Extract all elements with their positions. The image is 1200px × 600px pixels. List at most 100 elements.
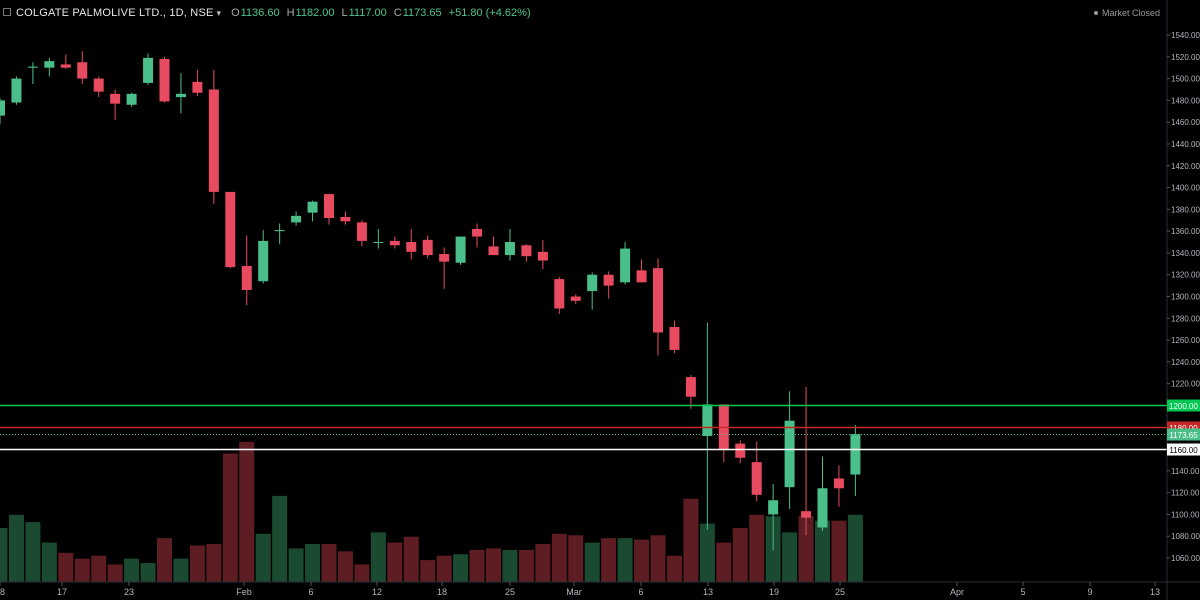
volume-bar xyxy=(699,523,715,582)
candle-body xyxy=(587,274,598,292)
candle-body xyxy=(307,201,318,213)
candle-body xyxy=(833,478,844,489)
volume-bar xyxy=(584,542,600,582)
chevron-down-icon[interactable]: ▾ xyxy=(216,7,222,18)
candle-body xyxy=(702,404,713,436)
volume-bar xyxy=(91,555,107,582)
time-tick-label: 6 xyxy=(308,587,313,597)
price-tick-label: 1140.00 xyxy=(1171,467,1200,476)
candlesticks xyxy=(0,51,861,551)
time-tick-label: 12 xyxy=(372,587,382,597)
volume-bar xyxy=(305,544,321,582)
price-tick-label: 1520.00 xyxy=(1171,53,1200,62)
high-value: 1182.00 xyxy=(295,7,335,19)
volume-bar xyxy=(518,549,534,582)
price-tick-label: 1360.00 xyxy=(1171,227,1200,236)
candle-body xyxy=(110,93,121,104)
low-label: L xyxy=(341,7,348,19)
volume-bar xyxy=(222,453,238,582)
candle-body xyxy=(521,245,532,257)
volume-bar xyxy=(815,520,830,582)
level-price-label: 1200.00 xyxy=(1169,402,1198,411)
volume-bar xyxy=(716,542,732,582)
candle-body xyxy=(11,78,22,103)
volume-bar xyxy=(420,560,436,582)
market-status-text: Market Closed xyxy=(1101,8,1160,18)
candle-body xyxy=(159,58,170,102)
volume-bar xyxy=(666,555,682,582)
candle-body xyxy=(455,236,466,263)
high-label: H xyxy=(286,7,295,19)
volume-bar xyxy=(486,548,501,582)
volume-bar xyxy=(189,545,205,582)
time-tick-label: 19 xyxy=(769,587,779,597)
volume-bar xyxy=(272,495,288,582)
price-tick-label: 1080.00 xyxy=(1171,532,1200,541)
time-tick-label: 13 xyxy=(1150,587,1160,597)
candle-body xyxy=(735,443,746,458)
price-tick-label: 1540.00 xyxy=(1171,31,1200,40)
candle-body xyxy=(603,274,614,286)
last-price-tag xyxy=(1167,428,1200,441)
open-label: O xyxy=(231,7,240,19)
candle-body xyxy=(44,61,55,68)
candle-body xyxy=(27,66,38,68)
horizontal-levels xyxy=(0,404,1167,451)
candle-body xyxy=(422,239,433,256)
candle-body xyxy=(0,100,5,116)
price-tick-label: 1120.00 xyxy=(1171,489,1200,498)
volume-bar xyxy=(847,514,863,582)
time-tick-label: 6 xyxy=(638,587,643,597)
volume-bar xyxy=(798,516,814,582)
candle-body xyxy=(225,191,236,268)
time-tick-label: 25 xyxy=(505,587,515,597)
legend-header: COLGATE PALMOLIVE LTD., 1D, NSE ▾ O 1136… xyxy=(0,0,1170,26)
volume-bar xyxy=(239,441,255,582)
level-price-tag xyxy=(1167,443,1200,456)
close-value: 1173.65 xyxy=(402,7,442,19)
candle-body xyxy=(175,93,186,98)
volume-bars xyxy=(0,441,863,582)
status-dot-icon xyxy=(1093,11,1098,15)
candle-body xyxy=(685,377,696,397)
candle-body xyxy=(570,296,581,301)
candle-body xyxy=(669,327,680,350)
last-price-label: 1173.65 xyxy=(1169,431,1198,440)
candle-body xyxy=(620,248,631,283)
time-tick-label: 23 xyxy=(124,587,134,597)
volume-bar xyxy=(634,539,650,582)
time-axis[interactable]: 8 17 23 Feb 6 12 18 25 Mar 6 13 19 25 Apr 5 9 13 xyxy=(0,582,1160,597)
volume-bar xyxy=(255,533,271,582)
chart-menu-icon[interactable] xyxy=(3,8,11,16)
volume-bar xyxy=(140,563,156,582)
volume-bar xyxy=(370,532,386,582)
candle-body xyxy=(439,254,450,262)
symbol-title[interactable]: COLGATE PALMOLIVE LTD., 1D, NSE xyxy=(16,7,214,19)
candle-body xyxy=(93,78,104,92)
candle-body xyxy=(751,462,762,495)
candle-body xyxy=(768,500,779,515)
candle-body xyxy=(126,93,137,105)
volume-bar xyxy=(683,498,699,582)
price-tick-label: 1460.00 xyxy=(1171,118,1200,127)
candle-body xyxy=(406,242,417,252)
volume-bar xyxy=(403,536,419,582)
candle-body xyxy=(143,57,154,83)
time-tick-label: 13 xyxy=(703,587,713,597)
candle-body xyxy=(817,488,828,528)
price-tick-label: 1220.00 xyxy=(1171,380,1200,389)
price-tick-label: 1280.00 xyxy=(1171,314,1200,323)
price-tick-label: 1400.00 xyxy=(1171,184,1200,193)
volume-bar xyxy=(732,527,748,582)
volume-bar xyxy=(617,538,633,582)
candle-body xyxy=(488,246,499,256)
candle-body xyxy=(258,240,269,282)
candle-body xyxy=(653,268,663,333)
candle-body xyxy=(389,240,400,246)
price-axis[interactable]: 1060.00 1080.00 1100.00 1120.00 1140.00 1160.… xyxy=(1167,31,1200,563)
change-value: +51.80 (+4.62%) xyxy=(448,7,531,19)
time-tick-label: Apr xyxy=(950,587,964,597)
volume-bar xyxy=(650,535,666,582)
candle-body xyxy=(472,228,483,237)
